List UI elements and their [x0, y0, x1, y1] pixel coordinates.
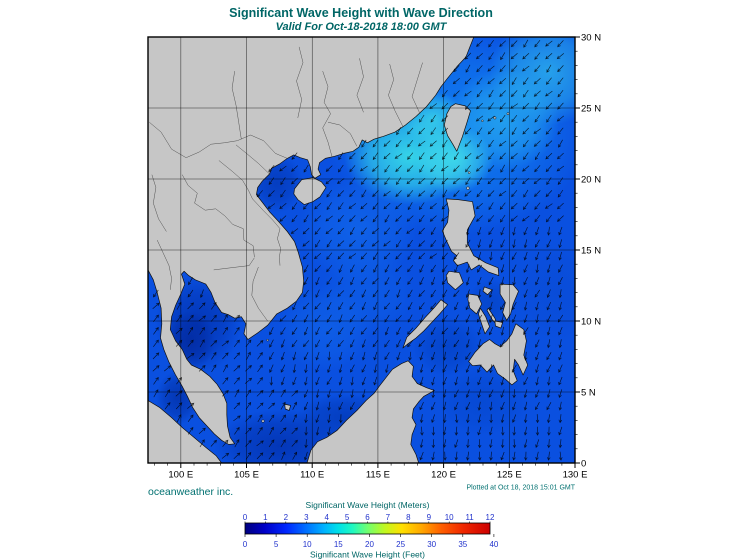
meters-tick: 5	[345, 513, 350, 522]
meters-tick: 3	[304, 513, 309, 522]
inland-border-line	[149, 122, 288, 159]
landmass	[467, 293, 483, 315]
landmass	[148, 37, 475, 445]
feet-tick: 5	[274, 540, 279, 549]
inland-border-line	[411, 62, 423, 114]
inland-border-line	[251, 266, 268, 322]
small-island	[493, 116, 497, 120]
landmass	[468, 323, 529, 386]
map-plot	[147, 36, 580, 537]
inland-border-line	[327, 121, 358, 147]
x-tick-label: 120 E	[431, 470, 456, 481]
wave-height-wash	[514, 241, 575, 344]
landmass	[148, 400, 222, 463]
inland-border-line	[356, 58, 364, 113]
colorbar-feet-tick-labels: 0 5 10 15 20 25 30 35 40	[243, 540, 499, 549]
feet-tick: 20	[365, 540, 374, 549]
wave-height-wash	[437, 367, 529, 436]
chart-subtitle: Valid For Oct-18-2018 18:00 GMT	[276, 21, 448, 33]
meters-tick: 6	[365, 513, 370, 522]
meters-tick: 11	[465, 513, 474, 522]
x-tick-label: 115 E	[366, 470, 390, 481]
meters-tick: 4	[324, 513, 329, 522]
feet-tick: 30	[427, 540, 436, 549]
meters-tick: 2	[284, 513, 289, 522]
feet-tick: 10	[303, 540, 312, 549]
y-tick-label: 30 N	[581, 33, 601, 44]
landmass	[445, 270, 464, 291]
landmass	[494, 320, 504, 329]
inland-border-line	[296, 46, 304, 118]
org-credit: oceanweather inc.	[148, 486, 233, 498]
feet-tick: 40	[489, 540, 498, 549]
meters-tick: 0	[243, 513, 248, 522]
small-island	[506, 112, 510, 116]
small-island	[467, 171, 471, 174]
feet-tick: 35	[458, 540, 467, 549]
feet-tick: 0	[243, 540, 248, 549]
y-tick-label: 5 N	[581, 388, 596, 399]
inland-border-line	[388, 63, 404, 127]
meters-tick: 12	[486, 513, 495, 522]
colorbar-feet-title: Significant Wave Height (Feet)	[310, 550, 425, 560]
x-tick-label: 130 E	[563, 470, 588, 481]
colorbar-meters-title: Significant Wave Height (Meters)	[306, 500, 430, 510]
inland-border-line	[322, 71, 333, 157]
meters-tick: 9	[427, 513, 432, 522]
inland-border-line	[213, 257, 255, 271]
chart-title: Significant Wave Height with Wave Direct…	[229, 6, 493, 20]
small-island	[266, 339, 269, 342]
y-tick-label: 25 N	[581, 104, 601, 115]
y-tick-label: 20 N	[581, 175, 601, 186]
x-tick-label: 100 E	[168, 470, 193, 481]
landmass	[306, 360, 435, 463]
wave-direction-arrows	[152, 39, 565, 461]
y-tick-label: 10 N	[581, 317, 601, 328]
landmass	[482, 286, 493, 296]
meters-tick: 8	[406, 513, 411, 522]
x-tick-label: 110 E	[300, 470, 324, 481]
meters-tick: 10	[445, 513, 454, 522]
inland-border-line	[231, 71, 242, 140]
plotted-at-note: Plotted at Oct 18, 2018 15:01 GMT	[466, 485, 575, 492]
colorbar-meters-tick-labels: 0 1 2 3 4 5 6 7 8 9 10 11 12	[243, 513, 495, 522]
y-axis-labels: 30 N 25 N 20 N 15 N 10 N 5 N 0	[581, 33, 601, 470]
x-tick-label: 105 E	[234, 470, 259, 481]
colorbar: Significant Wave Height (Meters) 0 1 2 3…	[243, 500, 499, 560]
x-tick-label: 125 E	[497, 470, 522, 481]
axis-tick-marks	[154, 36, 580, 468]
inland-border-line	[182, 174, 255, 258]
y-tick-label: 0	[581, 459, 586, 470]
inland-border-line	[235, 144, 271, 175]
small-island	[481, 119, 484, 122]
meters-tick: 7	[386, 513, 391, 522]
small-island	[466, 186, 470, 190]
landmass	[293, 177, 327, 205]
colorbar-gradient-bar	[244, 522, 491, 535]
landmass	[443, 103, 471, 152]
inland-border-line	[151, 174, 167, 232]
wave-height-wash	[320, 250, 415, 336]
meters-tick: 1	[263, 513, 268, 522]
small-island	[261, 419, 265, 423]
y-tick-label: 15 N	[581, 246, 601, 257]
inland-border-line	[156, 240, 172, 290]
landmass	[284, 403, 291, 411]
map-clipped-layers	[148, 37, 575, 463]
feet-tick: 25	[396, 540, 405, 549]
wave-height-wash	[412, 316, 484, 377]
x-axis-labels: 100 E 105 E 110 E 115 E 120 E 125 E 130 …	[168, 470, 587, 481]
feet-tick: 15	[334, 540, 343, 549]
